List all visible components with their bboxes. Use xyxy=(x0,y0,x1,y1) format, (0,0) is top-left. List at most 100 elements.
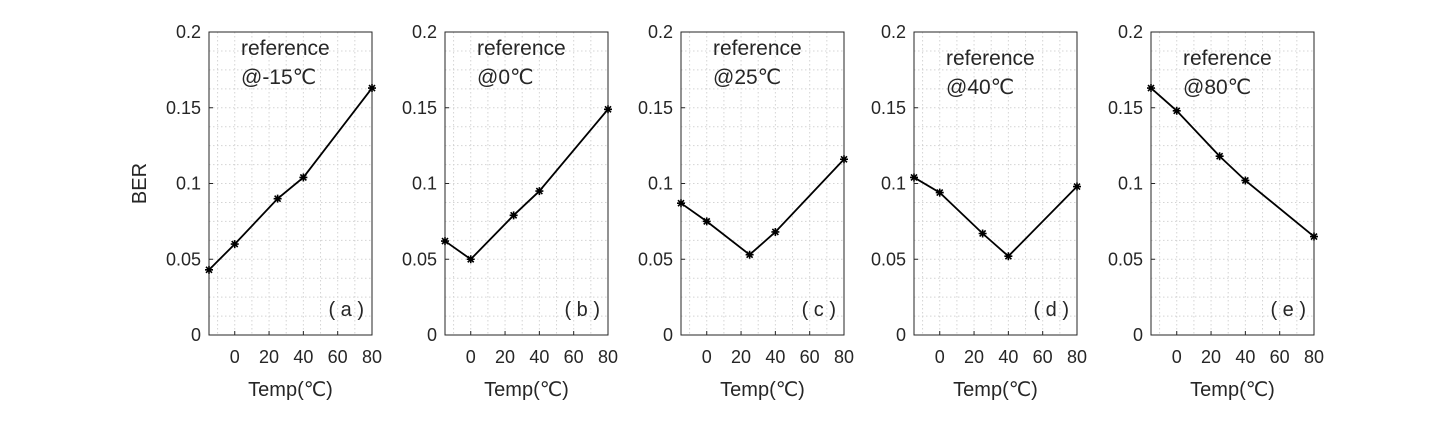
x-tick-label: 20 xyxy=(495,347,515,367)
data-point-marker xyxy=(230,240,239,249)
x-tick-label: 40 xyxy=(765,347,785,367)
data-point-marker xyxy=(702,217,711,226)
data-point-marker xyxy=(368,84,376,93)
x-tick-label: 40 xyxy=(529,347,549,367)
y-tick-label: 0.15 xyxy=(871,98,906,118)
data-point-marker xyxy=(466,255,475,264)
panel-label: ( d ) xyxy=(1033,299,1069,321)
x-tick-label: 20 xyxy=(964,347,984,367)
panel-b: 0 0.05 0.1 0.15 0.2 0 20 40 60 80 Temp(℃) reference… xyxy=(402,22,618,401)
x-tick-label: 80 xyxy=(1304,347,1324,367)
y-axis-label: BER xyxy=(129,163,151,204)
y-tick-label: 0.15 xyxy=(1108,98,1143,118)
x-tick-label: 40 xyxy=(1235,347,1255,367)
x-tick-label: 80 xyxy=(834,347,854,367)
y-tick-label: 0.1 xyxy=(881,174,906,194)
y-tick-label: 0.1 xyxy=(412,174,437,194)
data-point-marker xyxy=(935,188,944,197)
y-tick-label: 0.1 xyxy=(176,174,201,194)
data-point-marker xyxy=(840,155,848,164)
data-point-marker xyxy=(771,227,780,236)
x-tick-label: 60 xyxy=(564,347,584,367)
data-point-marker xyxy=(604,105,612,114)
data-point-marker xyxy=(1004,252,1013,261)
x-axis-label: Temp(℃) xyxy=(953,379,1038,401)
data-point-marker xyxy=(978,229,987,238)
y-tick-label: 0 xyxy=(427,325,437,345)
x-tick-label: 60 xyxy=(1270,347,1290,367)
data-point-marker xyxy=(1310,232,1318,241)
x-tick-label: 60 xyxy=(800,347,820,367)
y-tick-label: 0 xyxy=(663,325,673,345)
x-tick-label: 80 xyxy=(362,347,382,367)
data-point-marker xyxy=(1147,84,1155,93)
data-point-marker xyxy=(1215,152,1224,161)
y-tick-label: 0.2 xyxy=(412,22,437,42)
x-tick-label: 0 xyxy=(230,347,240,367)
y-tick-label: 0.05 xyxy=(402,249,437,269)
data-point-marker xyxy=(910,173,918,182)
y-tick-label: 0 xyxy=(896,325,906,345)
panel-e: 0 0.05 0.1 0.15 0.2 0 20 40 60 80 Temp(℃) reference… xyxy=(1108,22,1324,401)
y-tick-label: 0.05 xyxy=(166,249,201,269)
x-tick-label: 60 xyxy=(1033,347,1053,367)
reference-annotation-line1: reference xyxy=(946,47,1035,70)
x-tick-label: 40 xyxy=(998,347,1018,367)
x-axis-label: Temp(℃) xyxy=(484,379,569,401)
y-tick-label: 0.2 xyxy=(881,22,906,42)
panel-label: ( c ) xyxy=(802,299,836,321)
y-tick-label: 0.2 xyxy=(648,22,673,42)
y-tick-label: 0.05 xyxy=(871,249,906,269)
panel-label: ( b ) xyxy=(564,299,600,321)
y-tick-label: 0.1 xyxy=(1118,174,1143,194)
panel-c: 0 0.05 0.1 0.15 0.2 0 20 40 60 80 Temp(℃) reference… xyxy=(638,22,854,401)
reference-annotation-line1: reference xyxy=(1183,47,1272,70)
reference-annotation-line2: @40℃ xyxy=(946,76,1014,99)
x-axis-label: Temp(℃) xyxy=(1190,379,1275,401)
panel-d: 0 0.05 0.1 0.15 0.2 0 20 40 60 80 Temp(℃) reference… xyxy=(871,22,1087,401)
y-tick-label: 0 xyxy=(1133,325,1143,345)
panel-label: ( a ) xyxy=(328,299,364,321)
x-tick-label: 0 xyxy=(1172,347,1182,367)
y-tick-label: 0.1 xyxy=(648,174,673,194)
data-point-marker xyxy=(441,237,449,246)
data-point-marker xyxy=(1172,106,1181,115)
x-tick-label: 20 xyxy=(1201,347,1221,367)
data-line xyxy=(913,176,1078,258)
x-tick-label: 80 xyxy=(598,347,618,367)
reference-annotation-line2: @80℃ xyxy=(1183,76,1251,99)
reference-annotation-line2: @-15℃ xyxy=(241,66,316,89)
x-tick-label: 40 xyxy=(293,347,313,367)
x-axis-label: Temp(℃) xyxy=(720,379,805,401)
data-point-marker xyxy=(745,250,754,259)
x-tick-label: 20 xyxy=(731,347,751,367)
x-tick-label: 0 xyxy=(466,347,476,367)
data-point-marker xyxy=(299,173,308,182)
x-tick-label: 80 xyxy=(1067,347,1087,367)
reference-annotation-line2: @25℃ xyxy=(713,66,781,89)
y-tick-label: 0.15 xyxy=(402,98,437,118)
data-point-marker xyxy=(1073,182,1081,191)
data-point-marker xyxy=(677,199,685,208)
x-tick-label: 0 xyxy=(702,347,712,367)
reference-annotation-line2: @0℃ xyxy=(477,66,534,89)
y-tick-label: 0.2 xyxy=(176,22,201,42)
data-point-marker xyxy=(535,187,544,196)
data-point-marker xyxy=(509,211,518,220)
reference-annotation-line1: reference xyxy=(477,37,566,60)
panel-label: ( e ) xyxy=(1270,299,1306,321)
y-tick-label: 0.05 xyxy=(638,249,673,269)
y-tick-label: 0.2 xyxy=(1118,22,1143,42)
data-point-marker xyxy=(1241,176,1250,185)
x-tick-label: 0 xyxy=(935,347,945,367)
reference-annotation-line1: reference xyxy=(713,37,802,60)
panel-a: 0 0.05 0.1 0.15 0.2 0 20 40 60 80 Temp(℃) BER refere… xyxy=(129,22,382,401)
y-tick-label: 0.15 xyxy=(638,98,673,118)
data-line xyxy=(444,108,609,261)
x-tick-label: 60 xyxy=(328,347,348,367)
y-tick-label: 0.05 xyxy=(1108,249,1143,269)
y-tick-label: 0.15 xyxy=(166,98,201,118)
reference-annotation-line1: reference xyxy=(241,37,330,60)
x-axis-label: Temp(℃) xyxy=(248,379,333,401)
